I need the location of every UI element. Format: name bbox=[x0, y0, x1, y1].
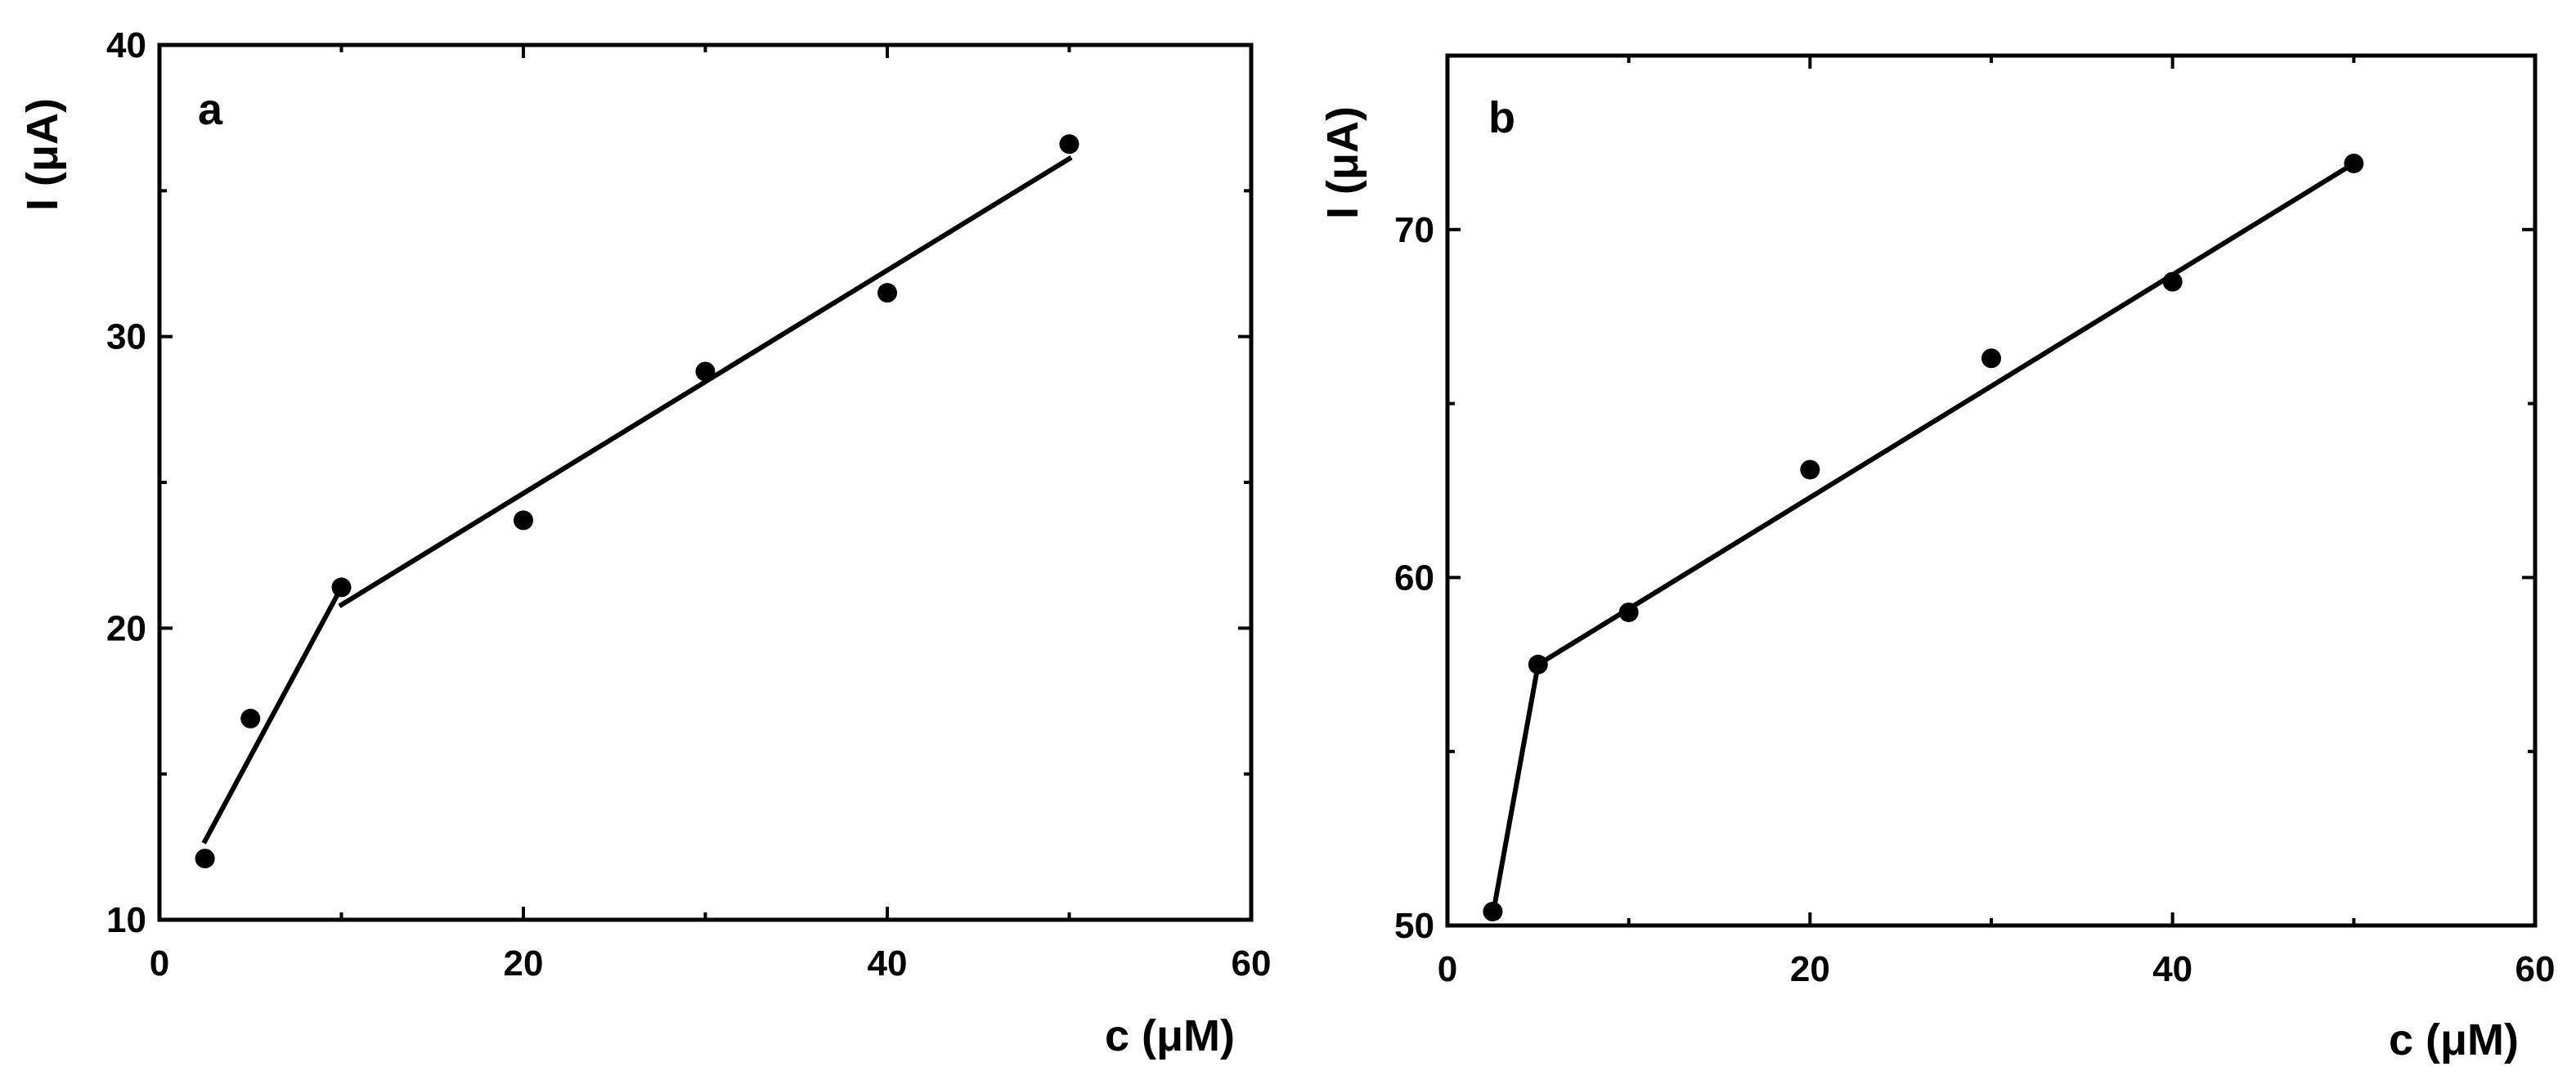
y-tick-label: 30 bbox=[106, 317, 146, 357]
y-tick-label: 50 bbox=[1394, 906, 1434, 946]
data-point bbox=[1059, 134, 1079, 155]
fit-line bbox=[1534, 159, 2358, 668]
panel-label: b bbox=[1488, 93, 1515, 142]
data-point bbox=[1800, 459, 1820, 480]
fit-line bbox=[1489, 661, 1542, 918]
data-point bbox=[195, 849, 215, 869]
x-tick-label: 40 bbox=[868, 943, 908, 984]
data-point bbox=[1528, 654, 1548, 674]
panel-b: 0 20 40 60 50 60 70 c (μM) I (μA) b bbox=[1318, 53, 2556, 1064]
data-point bbox=[1483, 901, 1503, 921]
y-tick-label: 70 bbox=[1394, 210, 1434, 250]
y-tick-label: 40 bbox=[106, 25, 146, 65]
plot-frame bbox=[157, 43, 1254, 922]
x-tick-label: 20 bbox=[504, 943, 544, 984]
x-axis-title: c (μM) bbox=[1105, 1011, 1235, 1060]
x-tick-label: 40 bbox=[2152, 949, 2192, 989]
y-tick-label: 10 bbox=[106, 900, 146, 940]
x-axis-title: c (μM) bbox=[2389, 1015, 2519, 1064]
fit-line bbox=[338, 155, 1073, 608]
data-point bbox=[695, 361, 716, 382]
data-point bbox=[2344, 153, 2364, 173]
data-point bbox=[1981, 348, 2001, 369]
data-point bbox=[240, 708, 261, 728]
data-point bbox=[1618, 602, 1639, 622]
y-tick-label: 20 bbox=[106, 608, 146, 648]
x-tick-label: 0 bbox=[1438, 949, 1457, 989]
x-tick-label: 0 bbox=[150, 943, 169, 984]
x-tick-label: 60 bbox=[1232, 943, 1272, 984]
y-axis-title: I (μA) bbox=[18, 98, 67, 211]
y-tick-label: 60 bbox=[1394, 558, 1434, 598]
plot-frame bbox=[1445, 53, 2538, 928]
data-point bbox=[514, 510, 533, 531]
x-tick-label: 60 bbox=[2515, 949, 2556, 989]
panel-a: 0 20 40 60 10 20 30 40 c (μM) I (μA) a bbox=[18, 25, 1271, 1060]
data-point bbox=[2162, 271, 2183, 292]
panel-label: a bbox=[198, 85, 223, 134]
data-point bbox=[331, 577, 352, 598]
fit-line bbox=[201, 584, 345, 845]
data-point bbox=[877, 283, 897, 303]
x-tick-label: 20 bbox=[1790, 949, 1830, 989]
y-axis-title: I (μA) bbox=[1318, 106, 1367, 219]
